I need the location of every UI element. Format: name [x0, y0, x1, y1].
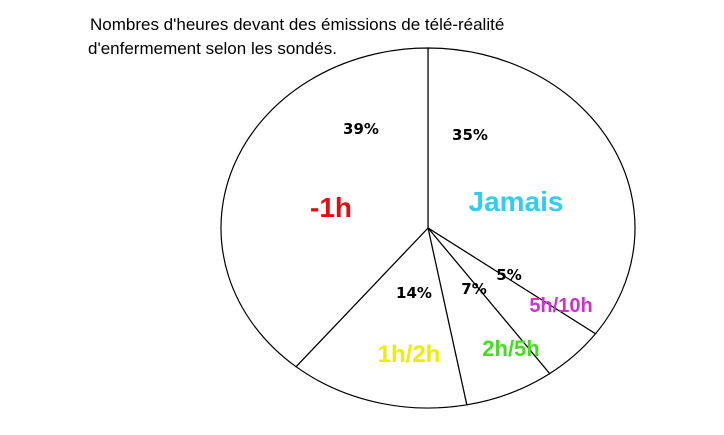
pie-slice-5: [220, 47, 429, 368]
slice-category-label: 1h/2h: [378, 341, 441, 368]
pie-slices: [220, 47, 636, 409]
slice-category-label: 5h/10h: [529, 295, 592, 317]
slice-category-label: Jamais: [469, 186, 564, 217]
slice-category-label: 2h/5h: [482, 336, 539, 361]
slice-percent-label: 5%: [496, 266, 521, 284]
pie-slice-4: [295, 226, 468, 409]
slice-percent-label: 39%: [343, 120, 379, 138]
slice-percent-label: 14%: [396, 284, 432, 302]
slice-percent-label: 7%: [461, 280, 486, 298]
pie-labels: 35% Jamais 5% 5h/10h 7% 2h/5h 14% 1h/2h 39% -1h: [310, 120, 593, 368]
chart-title-line-1: Nombres d'heures devant des émissions de…: [90, 15, 504, 34]
slice-percent-label: 35%: [452, 126, 488, 144]
chart-title-line-2: d'enfermement selon les sondés.: [88, 39, 337, 58]
slice-category-label: -1h: [310, 192, 352, 223]
pie-slice-1: [427, 47, 636, 335]
